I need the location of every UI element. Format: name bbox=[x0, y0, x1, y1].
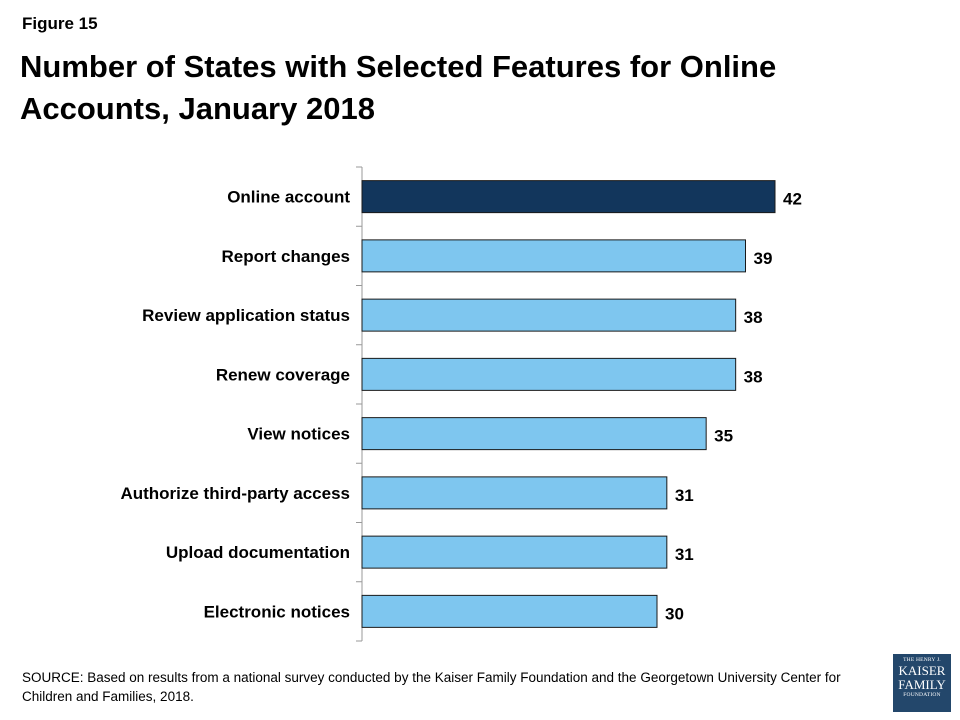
bar bbox=[361, 298, 737, 332]
category-label: Electronic notices bbox=[204, 602, 350, 621]
category-label: Authorize third-party access bbox=[120, 484, 350, 503]
logo-line-3: FAMILY bbox=[898, 677, 946, 692]
source-note: SOURCE: Based on results from a national… bbox=[22, 670, 841, 704]
bar bbox=[361, 476, 668, 510]
data-label: 31 bbox=[675, 486, 694, 505]
data-label: 42 bbox=[783, 190, 802, 209]
data-label: 31 bbox=[675, 545, 694, 564]
bar bbox=[361, 594, 658, 628]
bar bbox=[361, 417, 707, 451]
data-label: 39 bbox=[754, 249, 773, 268]
data-label: 38 bbox=[744, 367, 763, 386]
category-label: View notices bbox=[247, 425, 350, 444]
category-label: Renew coverage bbox=[216, 365, 350, 384]
bar bbox=[361, 180, 776, 214]
bar bbox=[361, 357, 737, 391]
data-label: 35 bbox=[714, 427, 733, 446]
bar bbox=[361, 535, 668, 569]
logo-line-1: THE HENRY J. bbox=[903, 657, 941, 663]
kff-logo: THE HENRY J. KAISER FAMILY FOUNDATION bbox=[893, 654, 951, 712]
figure-label: Figure 15 bbox=[22, 14, 98, 33]
bar bbox=[361, 239, 746, 273]
chart-title: Number of States with Selected Features … bbox=[20, 49, 777, 126]
logo-line-4: FOUNDATION bbox=[903, 692, 941, 698]
data-label: 38 bbox=[744, 308, 763, 327]
category-label: Upload documentation bbox=[166, 543, 350, 562]
category-label: Review application status bbox=[142, 306, 350, 325]
data-label: 30 bbox=[665, 604, 684, 623]
category-label: Report changes bbox=[222, 247, 350, 266]
category-label: Online account bbox=[227, 188, 350, 207]
bar-chart: Online account 42 Report changes 39 Review a… bbox=[120, 166, 802, 642]
logo-line-2: KAISER bbox=[898, 663, 946, 678]
